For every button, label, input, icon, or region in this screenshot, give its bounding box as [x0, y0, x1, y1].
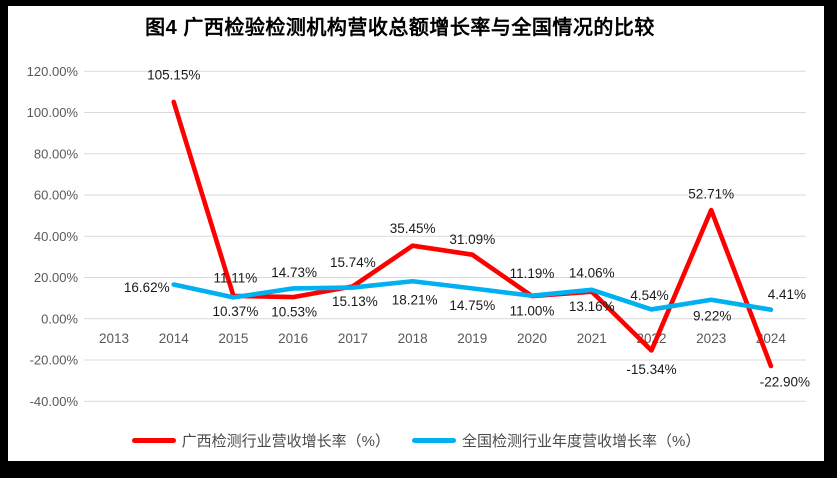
x-axis-tick-label: 2019 [457, 331, 487, 346]
chart-title: 图4 广西检验检测机构营收总额增长率与全国情况的比较 [145, 17, 655, 39]
x-axis-tick-label: 2016 [278, 331, 308, 346]
national-growth-data-label: 9.22% [693, 308, 731, 323]
guangxi-growth-data-label: 105.15% [147, 67, 200, 82]
guangxi-growth-data-label: 31.09% [449, 232, 495, 247]
national-growth-data-label: 16.62% [124, 280, 170, 295]
national-growth-data-label: 15.13% [332, 294, 378, 309]
y-axis-tick-label: -40.00% [30, 394, 79, 409]
guangxi-growth-data-label: 52.71% [688, 187, 734, 202]
guangxi-growth-data-label: 11.11% [214, 270, 258, 285]
y-axis-tick-label: 120.00% [27, 64, 79, 79]
x-axis-tick-label: 2015 [218, 331, 248, 346]
national-growth-data-label: 18.21% [392, 293, 438, 308]
national-growth-data-label: 14.06% [569, 265, 615, 280]
national-growth-data-label: 10.37% [213, 304, 259, 319]
chart-legend: 广西检测行业营收增长率（%） 全国检测行业年度营收增长率（%） [8, 430, 824, 451]
chart-canvas [8, 6, 824, 461]
x-axis-tick-label: 2018 [398, 331, 428, 346]
y-axis-tick-label: -20.00% [30, 353, 79, 368]
national-growth-data-label: 11.19% [510, 266, 555, 281]
y-axis-tick-label: 80.00% [34, 146, 79, 161]
guangxi-growth-data-label: 13.16% [569, 299, 615, 314]
national-growth-data-label: 14.73% [271, 265, 317, 280]
national-growth-data-label: 4.41% [768, 287, 806, 302]
y-axis-tick-label: 0.00% [41, 311, 78, 326]
y-axis-tick-label: 60.00% [34, 188, 79, 203]
x-axis-tick-label: 2017 [338, 331, 368, 346]
x-axis-tick-label: 2023 [696, 331, 726, 346]
guangxi-growth-data-label: 10.53% [271, 305, 317, 320]
y-axis-tick-label: 40.00% [34, 229, 79, 244]
x-axis-tick-label: 2021 [577, 331, 607, 346]
legend-item-national: 全国检测行业年度营收增长率（%） [412, 430, 700, 451]
legend-item-guangxi: 广西检测行业营收增长率（%） [131, 430, 390, 451]
guangxi-series-line-swatch [131, 438, 176, 443]
guangxi-growth-data-label: 15.74% [330, 255, 376, 270]
national-series-line-swatch [412, 438, 456, 443]
national-series-legend-label: 全国检测行业年度营收增长率（%） [462, 433, 701, 450]
guangxi-growth-data-label: 11.00% [510, 304, 555, 319]
y-axis-tick-label: 20.00% [34, 270, 79, 285]
guangxi-growth-data-label: -22.90% [760, 375, 810, 390]
y-axis-tick-label: 100.00% [27, 105, 79, 120]
x-axis-tick-label: 2013 [99, 331, 129, 346]
guangxi-growth-data-label: 35.45% [390, 221, 436, 236]
guangxi-growth-data-label: -15.34% [626, 362, 676, 377]
national-growth-line [171, 278, 774, 313]
national-growth-data-label: 4.54% [630, 288, 668, 303]
x-axis-tick-label: 2014 [159, 331, 190, 346]
x-axis-tick-label: 2020 [517, 331, 547, 346]
guangxi-growth-line [171, 99, 774, 369]
guangxi-series-legend-label: 广西检测行业营收增长率（%） [181, 433, 390, 450]
national-growth-data-label: 14.75% [449, 298, 495, 313]
